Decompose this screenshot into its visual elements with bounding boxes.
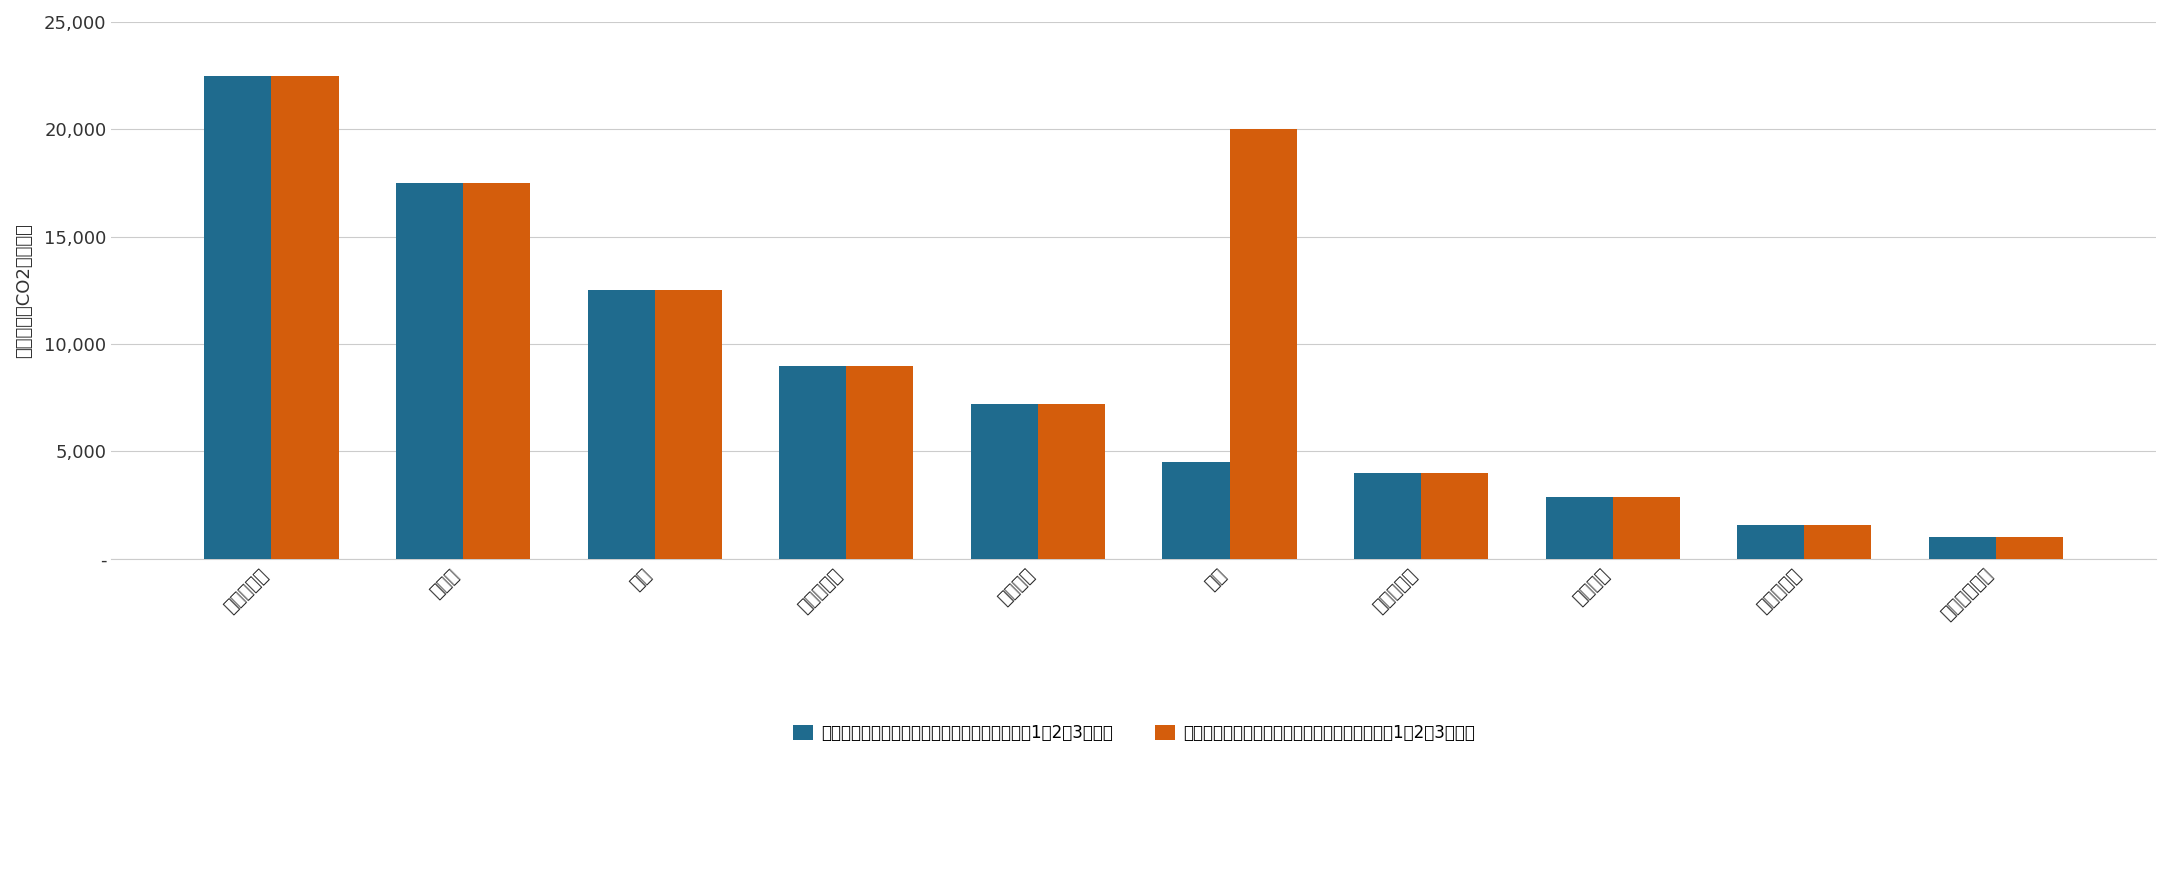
Bar xyxy=(1613,496,1680,559)
Bar xyxy=(847,366,914,559)
Bar xyxy=(204,76,271,559)
Bar xyxy=(1355,473,1422,559)
Y-axis label: 百万トン－CO2換算／年: 百万トン－CO2換算／年 xyxy=(15,223,33,358)
Bar xyxy=(588,290,656,559)
Bar xyxy=(779,366,847,559)
Bar xyxy=(1161,463,1229,559)
Legend: ファイナンスド・エミッションを除くスコープ1、2、3排出量, ファイナンスド・エミッションを含むスコープ1、2、3排出量: ファイナンスド・エミッションを除くスコープ1、2、3排出量, ファイナンスド・エ… xyxy=(786,718,1481,749)
Bar xyxy=(271,76,339,559)
Bar xyxy=(1995,537,2062,559)
Bar xyxy=(656,290,721,559)
Bar xyxy=(1804,524,1871,559)
Bar xyxy=(1546,496,1613,559)
Bar xyxy=(1229,130,1296,559)
Bar xyxy=(462,183,530,559)
Bar xyxy=(1038,404,1105,559)
Bar xyxy=(1422,473,1489,559)
Bar xyxy=(1737,524,1804,559)
Bar xyxy=(970,404,1038,559)
Bar xyxy=(1930,537,1995,559)
Bar xyxy=(395,183,462,559)
